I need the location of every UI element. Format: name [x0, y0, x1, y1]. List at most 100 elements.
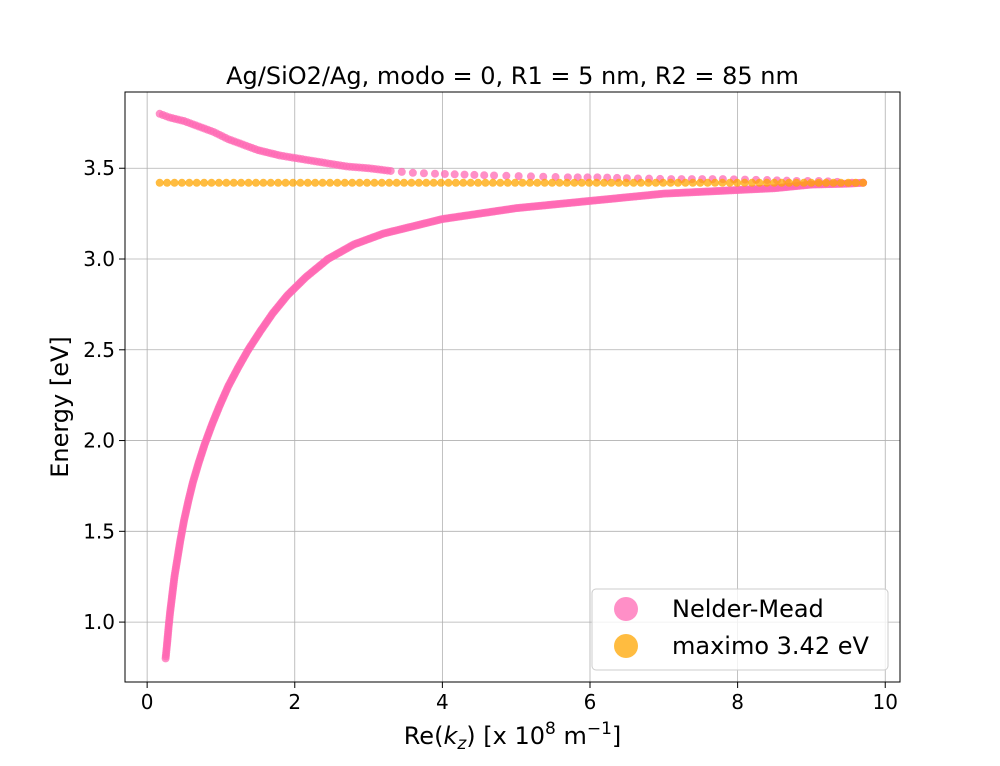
plot-frame — [124, 91, 901, 683]
maximo-point — [333, 178, 342, 187]
maximo-point — [237, 178, 246, 187]
maximo-point — [799, 178, 808, 187]
maximo-point — [370, 178, 379, 187]
maximo-point — [222, 178, 231, 187]
maximo-point — [466, 178, 475, 187]
maximo-point — [363, 178, 372, 187]
maximo-point — [444, 178, 453, 187]
nelder-mead-point — [480, 171, 489, 180]
maximo-point — [844, 178, 853, 187]
maximo-point — [562, 178, 571, 187]
maximo-point — [636, 178, 645, 187]
maximo-point — [681, 178, 690, 187]
maximo-point — [688, 178, 697, 187]
nelder-mead-point — [526, 172, 535, 181]
maximo-point — [192, 178, 201, 187]
maximo-point — [377, 178, 386, 187]
x-axis-label-sup2: −1 — [587, 719, 612, 739]
x-axis-label-mid: ) [x 10 — [466, 722, 545, 750]
maximo-point — [666, 178, 675, 187]
x-axis-label-sup1: 8 — [545, 719, 556, 739]
maximo-point — [392, 178, 401, 187]
maximo-point — [585, 178, 594, 187]
maximo-point — [592, 178, 601, 187]
x-axis-label-unit: m — [556, 722, 587, 750]
maximo-point — [385, 178, 394, 187]
y-tick-label: 3.0 — [83, 247, 115, 271]
maximo-point — [251, 178, 260, 187]
maximo-point — [570, 178, 579, 187]
maximo-point — [814, 178, 823, 187]
maximo-point — [555, 178, 564, 187]
x-axis-label-prefix: Re( — [404, 722, 444, 750]
maximo-point — [281, 178, 290, 187]
legend-label-maximo: maximo 3.42 eV — [672, 632, 869, 660]
maximo-point — [614, 178, 623, 187]
maximo-point — [525, 178, 534, 187]
x-axis-label-sub: z — [456, 734, 467, 754]
maximo-point — [496, 178, 505, 187]
y-tick-label: 3.5 — [83, 156, 115, 180]
nelder-mead-point — [514, 172, 523, 181]
maximo-point — [851, 178, 860, 187]
maximo-point — [792, 178, 801, 187]
maximo-point — [325, 178, 334, 187]
maximo-point — [748, 178, 757, 187]
maximo-point — [755, 178, 764, 187]
maximo-point — [348, 178, 357, 187]
maximo-point — [407, 178, 416, 187]
maximo-point — [400, 178, 409, 187]
maximo-point — [422, 178, 431, 187]
maximo-point — [777, 178, 786, 187]
legend: Nelder-Mead maximo 3.42 eV — [591, 588, 889, 671]
maximo-point — [718, 178, 727, 187]
nelder-mead-point — [450, 170, 459, 179]
nelder-mead-point — [419, 169, 428, 178]
x-tick-label: 0 — [141, 690, 154, 714]
maximo-point — [318, 178, 327, 187]
x-tick-label: 2 — [288, 690, 301, 714]
x-tick-label: 6 — [584, 690, 597, 714]
maximo-point — [859, 178, 868, 187]
nelder-mead-point — [431, 169, 439, 178]
nelder-mead-point — [460, 170, 469, 179]
y-tick-label: 1.0 — [83, 610, 115, 634]
nelder-mead-point — [408, 168, 417, 177]
maximo-point — [629, 178, 638, 187]
chart-title: Ag/SiO2/Ag, modo = 0, R1 = 5 nm, R2 = 85… — [226, 62, 799, 90]
maximo-point — [451, 178, 460, 187]
maximo-point — [503, 178, 512, 187]
maximo-point — [711, 178, 720, 187]
maximo-point — [244, 178, 253, 187]
maximo-point — [311, 178, 320, 187]
nelder-mead-point — [397, 167, 406, 176]
maximo-point — [548, 178, 557, 187]
maximo-point — [770, 178, 779, 187]
y-tick-label: 2.0 — [83, 429, 115, 453]
maximo-point — [474, 178, 483, 187]
maximo-point — [170, 178, 179, 187]
maximo-point — [266, 178, 275, 187]
maximo-point — [725, 178, 734, 187]
x-tick-label: 4 — [436, 690, 449, 714]
maximo-point — [355, 178, 364, 187]
maximo-point — [414, 178, 423, 187]
nelder-mead-point — [386, 166, 395, 175]
x-axis-label-var: k — [443, 722, 458, 750]
maximo-point — [807, 178, 816, 187]
x-tick-label: 10 — [873, 690, 898, 714]
nelder-mead-point — [551, 173, 560, 182]
maximo-point — [207, 178, 216, 187]
maximo-point — [822, 178, 831, 187]
maximo-point — [459, 178, 468, 187]
ticks: 0 2 4 6 8 10 1.0 1.5 2.0 2.5 3.0 3.5 — [83, 156, 898, 714]
maximo-point — [644, 178, 653, 187]
legend-label-nelder-mead: Nelder-Mead — [672, 595, 824, 623]
maximo-point — [296, 178, 305, 187]
maximo-point — [214, 178, 223, 187]
legend-marker-maximo — [614, 634, 638, 658]
maximo-point — [259, 178, 268, 187]
maximo-point — [177, 178, 186, 187]
maximo-point — [696, 178, 705, 187]
